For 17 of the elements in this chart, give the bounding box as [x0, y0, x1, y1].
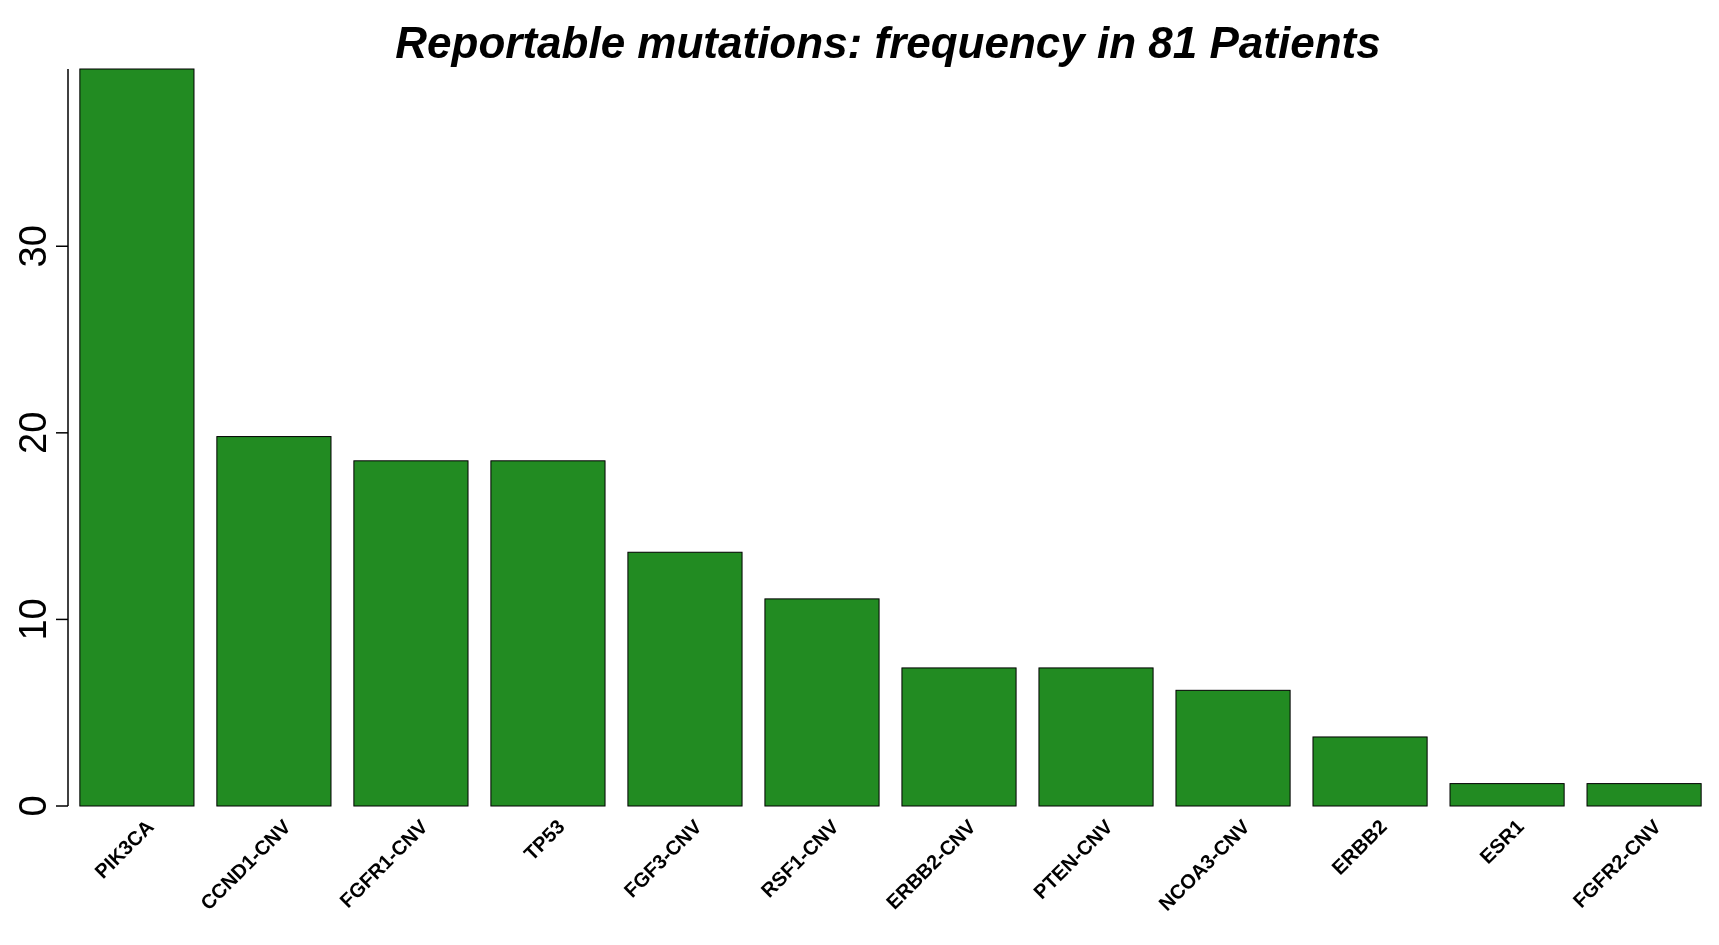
- y-tick-label: 20: [12, 411, 54, 454]
- bar: [79, 68, 195, 807]
- bar: [1312, 736, 1428, 807]
- bar: [1449, 783, 1565, 807]
- y-tick-label: 10: [12, 598, 54, 641]
- bar: [1586, 783, 1702, 807]
- bar: [216, 436, 332, 807]
- bar: [1038, 667, 1154, 807]
- bar: [627, 551, 743, 807]
- chart-title: Reportable mutations: frequency in 81 Patients: [395, 18, 1381, 67]
- bar: [901, 667, 1017, 807]
- bar: [353, 460, 469, 807]
- bar: [764, 598, 880, 807]
- bar: [490, 460, 606, 807]
- bar: [1175, 689, 1291, 807]
- y-tick-label: 0: [12, 795, 54, 817]
- y-tick-label: 30: [12, 225, 54, 268]
